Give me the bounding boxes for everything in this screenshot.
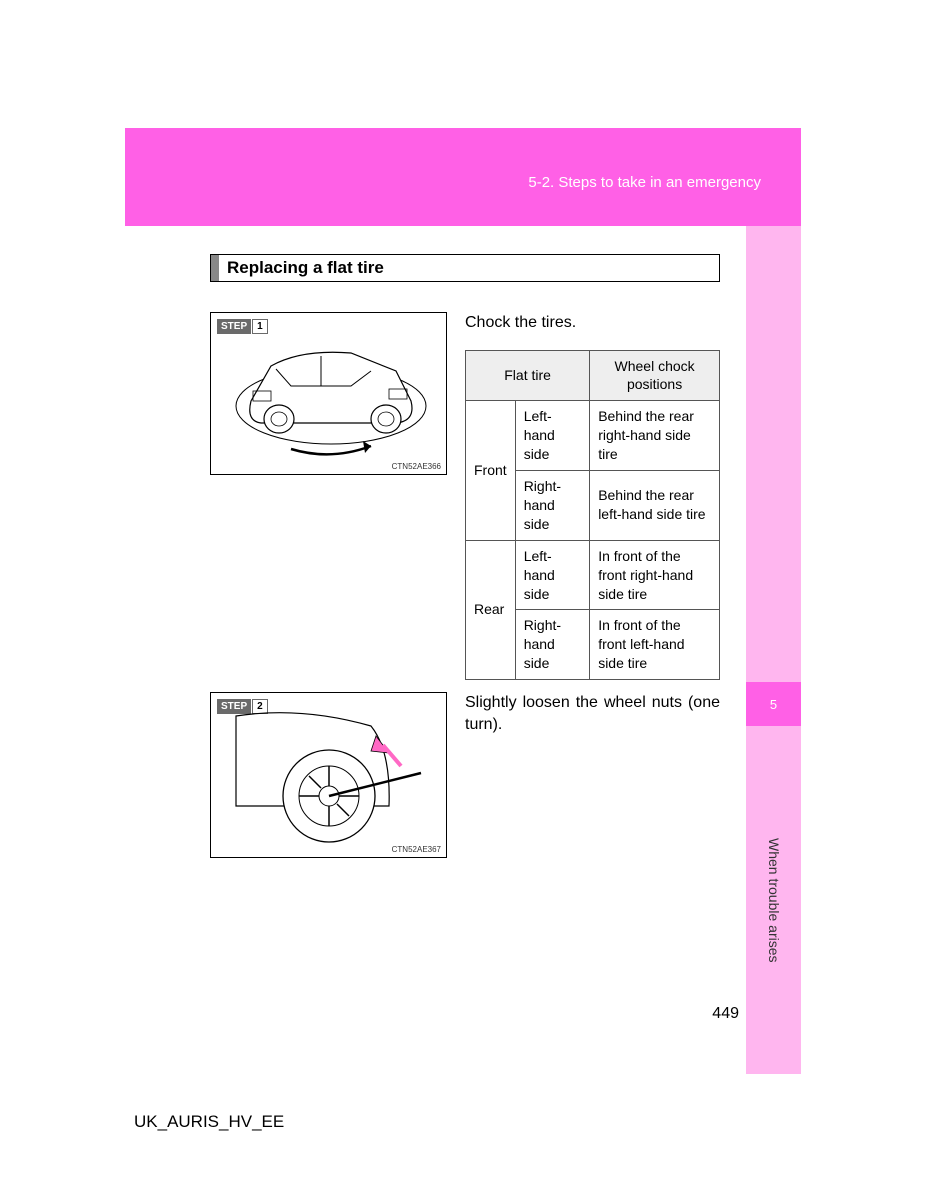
figure-vehicle: STEP 1 CTN52AE366 <box>210 312 447 475</box>
page-frame: 5-2. Steps to take in an emergency When … <box>125 128 801 1074</box>
content-area: Replacing a flat tire STEP 1 <box>210 254 720 870</box>
td-position: Behind the rear left-hand side tire <box>590 471 720 541</box>
td-side: Right-hand side <box>515 610 590 680</box>
instruction-2: Slightly loosen the wheel nuts (one turn… <box>465 692 720 858</box>
chapter-tab: 5 <box>746 682 801 726</box>
car-illustration-icon <box>221 331 439 461</box>
td-group-rear: Rear <box>466 540 516 679</box>
th-flat-tire: Flat tire <box>466 350 590 401</box>
th-chock-pos: Wheel chock positions <box>590 350 720 401</box>
td-side: Right-hand side <box>515 471 590 541</box>
td-side: Left-hand side <box>515 540 590 610</box>
side-column: When trouble arises <box>746 226 801 1074</box>
page-number: 449 <box>712 1005 739 1023</box>
section-heading: Replacing a flat tire <box>210 254 720 282</box>
step-text-1: Chock the tires. Flat tire Wheel chock p… <box>465 312 720 680</box>
figure-wheel: STEP 2 CTN52 <box>210 692 447 858</box>
td-side: Left-hand side <box>515 401 590 471</box>
wheel-wrench-icon <box>221 711 439 846</box>
td-position: In front of the front right-hand side ti… <box>590 540 720 610</box>
header-bar: 5-2. Steps to take in an emergency <box>125 128 801 226</box>
td-position: In front of the front left-hand side tir… <box>590 610 720 680</box>
td-group-front: Front <box>466 401 516 540</box>
table-row: Front Left-hand side Behind the rear rig… <box>466 401 720 471</box>
instruction-1: Chock the tires. <box>465 312 720 334</box>
figure-code: CTN52AE367 <box>392 845 441 854</box>
td-position: Behind the rear right-hand side tire <box>590 401 720 471</box>
section-breadcrumb: 5-2. Steps to take in an emergency <box>528 174 761 191</box>
step-row-2: STEP 2 CTN52 <box>210 692 720 858</box>
table-row: Rear Left-hand side In front of the fron… <box>466 540 720 610</box>
step-row-1: STEP 1 CTN52AE366 <box>210 312 720 680</box>
chapter-title: When trouble arises <box>766 838 782 963</box>
figure-code: CTN52AE366 <box>392 462 441 471</box>
section-heading-text: Replacing a flat tire <box>227 258 384 277</box>
doc-code: UK_AURIS_HV_EE <box>134 1112 284 1132</box>
chock-position-table: Flat tire Wheel chock positions Front Le… <box>465 350 720 680</box>
